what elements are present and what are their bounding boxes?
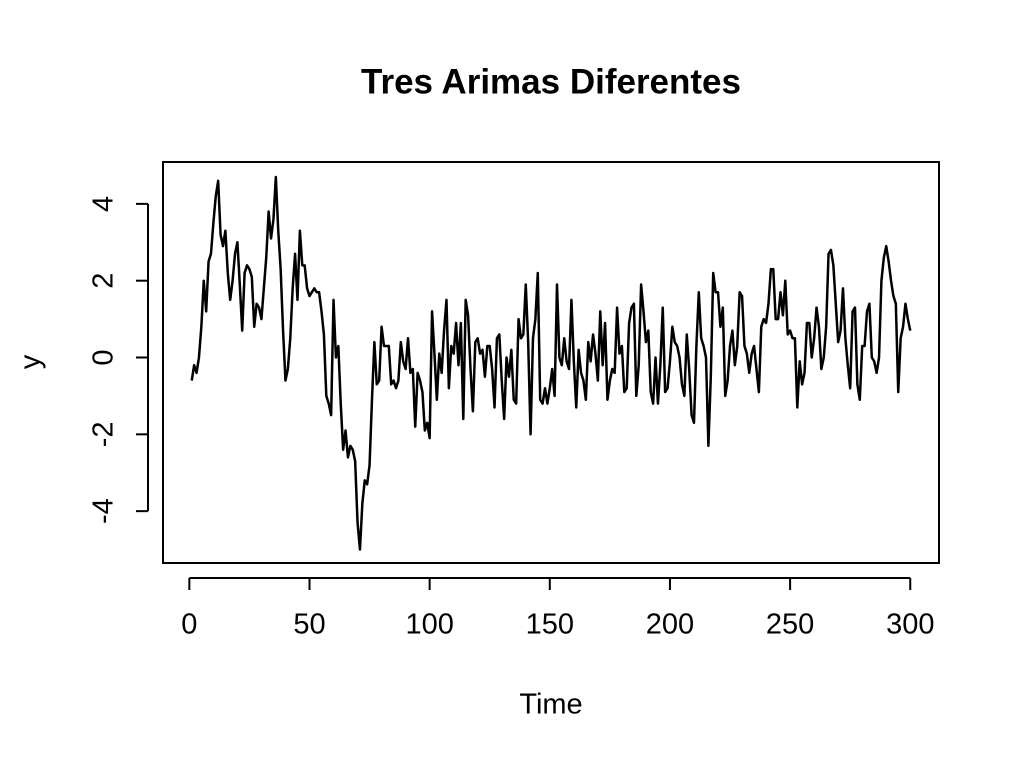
y-tick-label: -2: [88, 421, 120, 447]
x-tick-label: 250: [766, 609, 814, 641]
x-tick-label: 50: [293, 609, 325, 641]
y-tick-label: 0: [88, 349, 120, 365]
series-line: [190, 175, 912, 551]
chart-title: Tres Arimas Diferentes: [361, 62, 741, 101]
x-tick-label: 300: [886, 609, 934, 641]
x-tick-label: 100: [405, 609, 453, 641]
x-tick-label: 200: [646, 609, 694, 641]
x-tick-label: 150: [526, 609, 574, 641]
x-tick-label: 0: [181, 609, 197, 641]
x-axis-label: Time: [519, 689, 582, 721]
y-tick-label: 4: [88, 196, 120, 212]
y-tick-label: 2: [88, 273, 120, 289]
y-axis-label: y: [15, 354, 47, 369]
y-tick-label: -4: [88, 498, 120, 524]
plot-box: [162, 161, 940, 564]
